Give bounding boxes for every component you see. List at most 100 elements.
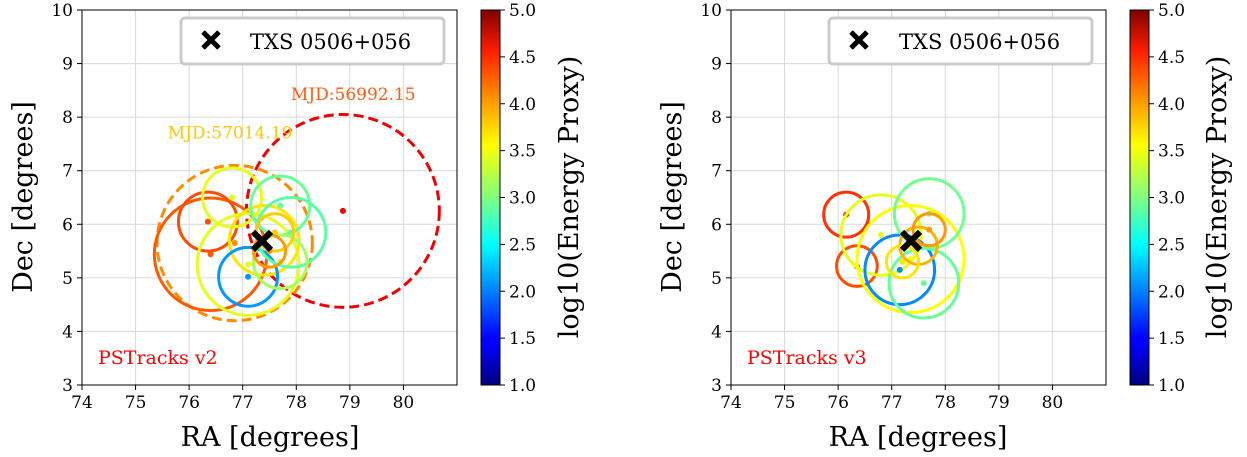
y-tick-label: 5	[62, 269, 73, 289]
y-tick-label: 9	[711, 55, 722, 75]
y-tick-label: 10	[700, 1, 722, 21]
event-error-circle	[839, 193, 923, 277]
colorbar-tick-label: 2.5	[1158, 235, 1185, 255]
y-tick-label: 8	[711, 108, 722, 128]
y-tick-label: 9	[62, 55, 73, 75]
event-error-circle	[855, 204, 966, 315]
y-tick-label: 5	[711, 269, 722, 289]
event-error-circle	[155, 163, 314, 323]
x-tick-label: 75	[774, 393, 796, 413]
colorbar-tick-label: 1.0	[1158, 376, 1185, 396]
y-tick-label: 7	[711, 162, 722, 182]
legend-label: TXS 0506+056	[899, 30, 1060, 54]
events	[822, 177, 966, 320]
event-point	[926, 226, 933, 233]
colorbar-tick-label: 4.5	[509, 48, 536, 68]
event-error-circle	[835, 244, 879, 288]
colorbar-tick-label: 2.0	[1158, 282, 1185, 302]
source-marker-stroke	[250, 229, 274, 253]
event-point	[231, 240, 238, 247]
colorbar-tick-label: 3.5	[509, 142, 536, 162]
colorbar-tick-label: 3.5	[1158, 142, 1185, 162]
legend-x-marker-icon	[201, 30, 221, 50]
annotations: MJD:56992.15 MJD:57014.19	[168, 85, 416, 144]
x-tick-label: 79	[988, 393, 1010, 413]
colorbar-tick-label: 2.0	[509, 282, 536, 302]
y-axis-label: Dec [degrees]	[657, 101, 688, 293]
event-point	[878, 232, 884, 238]
x-tick-label: 77	[881, 393, 903, 413]
y-axis-label: Dec [degrees]	[8, 101, 39, 293]
x-tick-label: 80	[393, 393, 415, 413]
source-marker-icon	[899, 229, 923, 253]
legend: TXS 0506+056	[827, 16, 1094, 66]
colorbar-tick-label: 3.0	[509, 189, 536, 209]
mjd-annotation: MJD:57014.19	[168, 124, 293, 144]
colorbar-tick-label: 5.0	[1158, 1, 1185, 21]
event-point	[229, 194, 235, 201]
events	[152, 112, 441, 323]
colorbar-tick-label: 1.0	[509, 376, 536, 396]
colorbar-tick-label: 4.5	[1158, 48, 1185, 68]
y-tick-label: 3	[62, 376, 73, 396]
y-tick-label: 8	[62, 108, 73, 128]
legend-x-marker-icon	[849, 30, 869, 50]
y-tick-label: 10	[51, 1, 73, 21]
event-point	[896, 266, 903, 273]
legend-box	[179, 16, 446, 66]
legend: TXS 0506+056	[179, 16, 446, 66]
x-tick-label: 76	[827, 393, 849, 413]
axes-frame	[730, 9, 1107, 386]
event-error-circle	[863, 233, 937, 307]
colorbar-gradient	[1129, 9, 1150, 386]
colorbar-tick-label: 4.0	[1158, 95, 1185, 115]
event-error-circle	[195, 212, 301, 317]
y-tick-label: 4	[62, 322, 73, 342]
colorbar-gradient	[480, 9, 501, 386]
y-tick-label: 4	[711, 322, 722, 342]
y-tick-label: 6	[711, 215, 722, 235]
event-point	[899, 258, 906, 265]
x-tick-label: 74	[720, 393, 742, 413]
x-tick-label: 74	[71, 393, 93, 413]
colorbar-tick-label: 5.0	[509, 1, 536, 21]
event-error-circle	[911, 212, 947, 248]
event-error-circle	[227, 204, 301, 277]
y-tick-label: 3	[711, 376, 722, 396]
x-tick-label: 78	[934, 393, 956, 413]
x-tick-label: 79	[339, 393, 361, 413]
legend-label: TXS 0506+056	[250, 30, 411, 54]
grid	[730, 9, 1106, 386]
x-tick-label: 75	[125, 393, 147, 413]
colorbar-tick-label: 2.5	[509, 235, 536, 255]
colorbar-label: log10(Energy Proxy)	[554, 56, 585, 339]
event-point	[271, 229, 278, 236]
colorbar: 1.0 1.5 2.0 2.5 3.0 3.5 4.0 4.5 5.0	[480, 1, 536, 396]
colorbar-tick-label: 3.0	[1158, 189, 1185, 209]
event-point	[245, 261, 252, 268]
y-tick-label: 7	[62, 162, 73, 182]
axes-frame	[81, 9, 458, 386]
x-tick-label: 78	[285, 393, 307, 413]
event-point	[204, 218, 211, 225]
colorbar-tick-label: 1.5	[1158, 329, 1185, 349]
colorbar: 1.0 1.5 2.0 2.5 3.0 3.5 4.0 4.5 5.0	[1129, 1, 1185, 396]
x-axis-label: RA [degrees]	[181, 422, 360, 453]
event-point	[207, 251, 214, 258]
panel-label: PSTracks v3	[747, 347, 867, 369]
colorbar-label: log10(Energy Proxy)	[1202, 56, 1233, 339]
colorbar-tick-label: 1.5	[509, 329, 536, 349]
x-tick-label: 77	[232, 393, 254, 413]
x-tick-label: 80	[1042, 393, 1064, 413]
grid	[81, 9, 457, 386]
event-point	[920, 280, 927, 287]
event-error-circle	[822, 190, 871, 239]
y-tick-label: 6	[62, 215, 73, 235]
x-tick-label: 76	[178, 393, 200, 413]
event-error-circle	[176, 190, 239, 253]
